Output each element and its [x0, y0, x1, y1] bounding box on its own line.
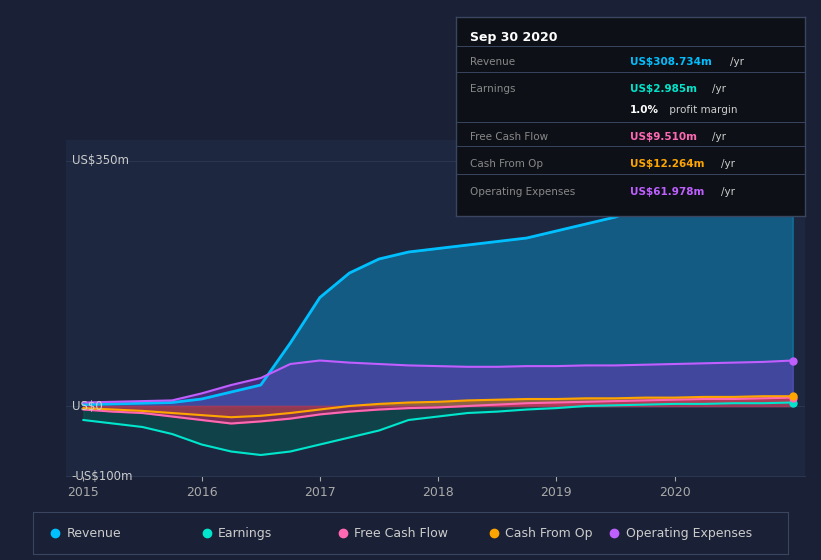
Text: /yr: /yr: [721, 159, 735, 169]
Text: /yr: /yr: [712, 132, 726, 142]
Text: 1.0%: 1.0%: [631, 105, 659, 115]
Text: US$61.978m: US$61.978m: [631, 187, 704, 197]
Text: Cash From Op: Cash From Op: [470, 159, 543, 169]
Text: US$350m: US$350m: [71, 155, 129, 167]
Text: -US$100m: -US$100m: [71, 469, 133, 483]
Text: US$12.264m: US$12.264m: [631, 159, 704, 169]
Text: Revenue: Revenue: [67, 527, 122, 540]
Text: Earnings: Earnings: [218, 527, 272, 540]
Text: Revenue: Revenue: [470, 57, 515, 67]
Text: /yr: /yr: [712, 85, 726, 95]
Text: /yr: /yr: [730, 57, 744, 67]
Text: Free Cash Flow: Free Cash Flow: [470, 132, 548, 142]
Text: Cash From Op: Cash From Op: [505, 527, 593, 540]
Text: /yr: /yr: [721, 187, 735, 197]
Text: Operating Expenses: Operating Expenses: [626, 527, 752, 540]
Text: US$0: US$0: [71, 399, 103, 413]
Text: Operating Expenses: Operating Expenses: [470, 187, 575, 197]
Text: US$2.985m: US$2.985m: [631, 85, 697, 95]
Text: profit margin: profit margin: [667, 105, 738, 115]
Text: Sep 30 2020: Sep 30 2020: [470, 31, 557, 44]
Text: US$9.510m: US$9.510m: [631, 132, 697, 142]
Text: Earnings: Earnings: [470, 85, 515, 95]
Text: Free Cash Flow: Free Cash Flow: [354, 527, 447, 540]
Text: US$308.734m: US$308.734m: [631, 57, 712, 67]
